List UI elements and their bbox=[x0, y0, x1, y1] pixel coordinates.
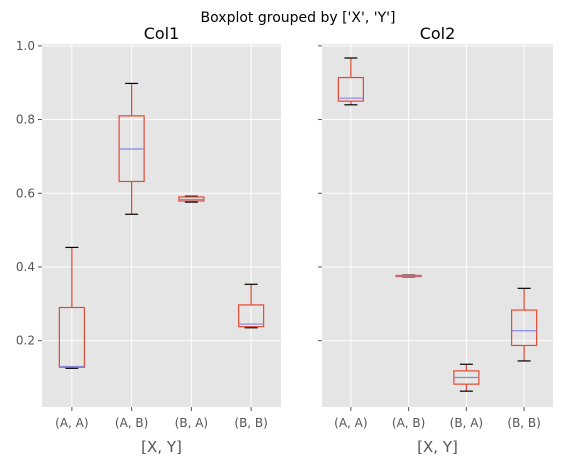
x-tick-label: (A, A) bbox=[334, 416, 367, 430]
plot-background-1 bbox=[42, 44, 281, 407]
x-tick-label: (A, A) bbox=[55, 416, 88, 430]
y-tick-label: 0.6 bbox=[16, 186, 35, 200]
x-axis-label: [X, Y] bbox=[141, 438, 182, 456]
plot-background-2 bbox=[322, 44, 553, 407]
panel-title: Col1 bbox=[144, 24, 180, 43]
box-2-4 bbox=[511, 309, 538, 347]
x-tick-label: (B, A) bbox=[175, 416, 208, 430]
figure-suptitle: Boxplot grouped by ['X', 'Y'] bbox=[201, 10, 396, 26]
box-1-1 bbox=[58, 306, 85, 368]
x-tick-label: (B, B) bbox=[507, 416, 540, 430]
x-tick-label: (A, B) bbox=[115, 416, 148, 430]
x-tick-label: (A, B) bbox=[392, 416, 425, 430]
x-tick-label: (B, A) bbox=[450, 416, 483, 430]
box-2-1 bbox=[337, 76, 364, 102]
y-tick-label: 1.0 bbox=[16, 39, 35, 53]
x-axis-label: [X, Y] bbox=[417, 438, 458, 456]
box-1-4 bbox=[238, 304, 265, 328]
y-tick-label: 0.4 bbox=[16, 260, 35, 274]
x-tick-label: (B, B) bbox=[234, 416, 267, 430]
panel-title: Col2 bbox=[420, 24, 456, 43]
y-tick-label: 0.2 bbox=[16, 334, 35, 348]
y-tick-label: 0.8 bbox=[16, 113, 35, 127]
